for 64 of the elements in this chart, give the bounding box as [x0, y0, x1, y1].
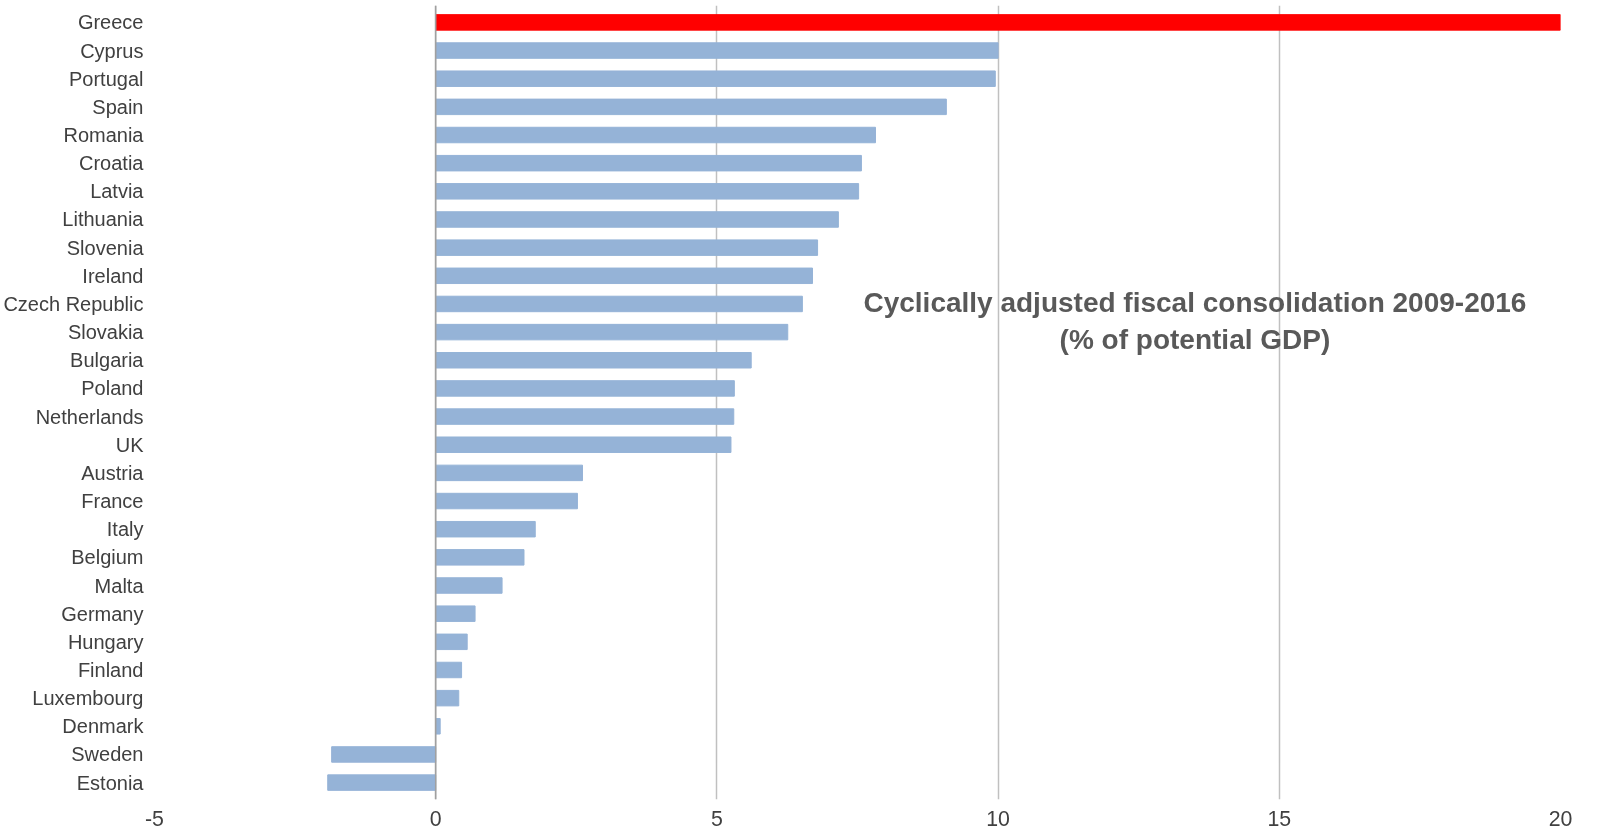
bar	[331, 746, 437, 763]
x-tick-label: 20	[1548, 806, 1573, 831]
y-tick-label: France	[81, 490, 144, 513]
bar	[435, 689, 460, 707]
bar	[435, 154, 862, 172]
bar	[435, 464, 583, 482]
y-tick-label: Slovakia	[67, 321, 145, 344]
bar	[435, 577, 503, 594]
bar	[435, 42, 999, 59]
bar	[435, 718, 441, 735]
y-tick-label: Netherlands	[35, 405, 144, 428]
bar	[435, 267, 814, 285]
y-tick-label: Hungary	[67, 630, 144, 653]
bar	[435, 633, 468, 651]
y-tick-label: Denmark	[62, 715, 145, 738]
bar	[435, 126, 876, 144]
text: (% of potential GDP)	[1059, 323, 1331, 355]
bar	[435, 352, 752, 369]
bar	[435, 380, 735, 397]
bar	[435, 183, 860, 200]
bar	[435, 295, 803, 313]
y-tick-label: Malta	[94, 574, 145, 597]
y-tick-label: Luxembourg	[32, 687, 144, 710]
y-tick-label: Czech Republic	[3, 292, 144, 315]
bar	[435, 436, 732, 453]
y-tick-label: Croatia	[79, 152, 145, 175]
y-tick-label: Greece	[77, 11, 144, 34]
bar	[435, 70, 996, 87]
bar	[435, 239, 819, 256]
bar	[435, 211, 839, 228]
bar	[435, 98, 947, 116]
y-tick-label: Bulgaria	[70, 349, 145, 372]
y-tick-label: Ireland	[82, 264, 144, 287]
text: Cyclically adjusted fiscal consolidation 2009-2016	[863, 287, 1527, 319]
bar	[435, 492, 578, 510]
x-tick-label: 0	[429, 806, 442, 831]
x-tick-label: 15	[1267, 806, 1292, 831]
bar	[435, 549, 525, 566]
y-tick-label: Belgium	[71, 546, 144, 569]
y-tick-label: Slovenia	[66, 236, 145, 259]
bar	[435, 605, 476, 622]
y-tick-label: Latvia	[90, 180, 145, 203]
x-tick-label: 5	[710, 806, 723, 831]
x-tick-label: 10	[986, 806, 1011, 831]
y-tick-label: Germany	[61, 602, 144, 625]
y-tick-label: Poland	[81, 377, 144, 400]
y-tick-label: Portugal	[69, 67, 144, 90]
y-tick-label: Lithuania	[62, 208, 145, 231]
y-tick-label: Finland	[77, 658, 144, 681]
bar	[435, 661, 463, 679]
y-tick-label: Italy	[106, 518, 144, 541]
bar	[435, 323, 789, 341]
y-tick-label: Spain	[92, 95, 144, 118]
x-tick-label: -5	[145, 806, 164, 831]
bar	[435, 520, 536, 538]
y-tick-label: Romania	[63, 124, 145, 147]
y-tick-label: Austria	[81, 461, 145, 484]
y-tick-label: Estonia	[76, 771, 145, 794]
y-tick-label: UK	[115, 433, 145, 456]
y-tick-label: Sweden	[71, 743, 144, 766]
y-tick-label: Cyprus	[80, 39, 144, 62]
bar	[435, 14, 1561, 31]
bar	[435, 408, 735, 425]
bar	[327, 774, 437, 791]
